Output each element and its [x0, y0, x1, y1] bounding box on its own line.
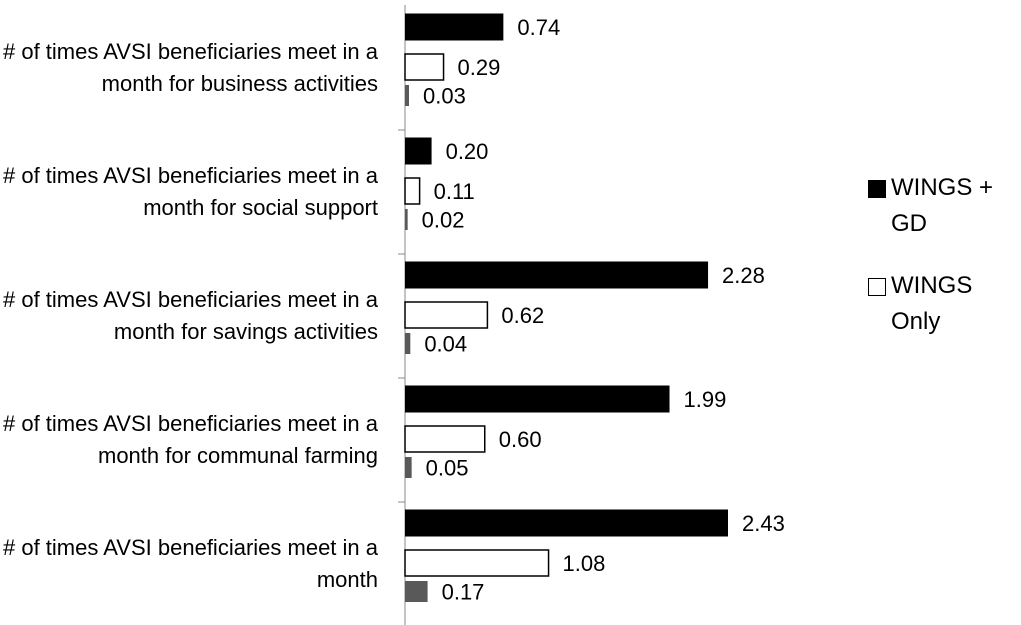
data-label: 2.28	[722, 263, 765, 288]
data-label: 0.11	[434, 179, 475, 204]
category-label: # of times AVSI beneficiaries meet in a …	[3, 287, 378, 344]
legend-text: WINGS Only	[891, 272, 973, 335]
data-label: 0.05	[426, 455, 469, 480]
data-label: 0.74	[517, 15, 560, 40]
bar	[405, 385, 670, 413]
bar	[404, 549, 550, 577]
legend-item: WINGS Only	[868, 268, 1018, 340]
data-label: 0.20	[446, 139, 489, 164]
bar	[404, 177, 421, 205]
legend-swatch	[868, 278, 886, 296]
data-label: 0.17	[442, 579, 485, 604]
category-label: # of times AVSI beneficiaries meet in a …	[3, 39, 378, 96]
bar	[404, 425, 486, 453]
data-label: 0.03	[423, 83, 466, 108]
legend-item: WINGS + GD	[868, 170, 1018, 242]
category-label: # of times AVSI beneficiaries meet in a …	[3, 411, 378, 468]
category-label: # of times AVSI beneficiaries meet in a …	[3, 535, 378, 592]
bar	[405, 509, 728, 537]
bar	[405, 457, 412, 478]
bar	[405, 581, 428, 602]
data-label: 0.04	[424, 331, 467, 356]
bar	[405, 261, 709, 289]
bar	[404, 53, 445, 81]
data-label: 0.02	[422, 207, 465, 232]
bar	[405, 137, 432, 165]
data-label: 2.43	[742, 511, 785, 536]
bar	[404, 301, 489, 329]
bar	[405, 85, 409, 106]
data-label: 1.08	[563, 551, 606, 576]
data-label: 1.99	[684, 387, 727, 412]
legend-swatch	[868, 180, 886, 198]
bar	[405, 333, 411, 354]
category-label: # of times AVSI beneficiaries meet in a …	[3, 163, 378, 220]
data-label: 0.29	[458, 55, 501, 80]
bar	[405, 13, 504, 41]
data-label: 0.60	[499, 427, 542, 452]
data-label: 0.62	[501, 303, 544, 328]
bar	[405, 209, 408, 230]
legend-text: WINGS + GD	[891, 174, 994, 237]
